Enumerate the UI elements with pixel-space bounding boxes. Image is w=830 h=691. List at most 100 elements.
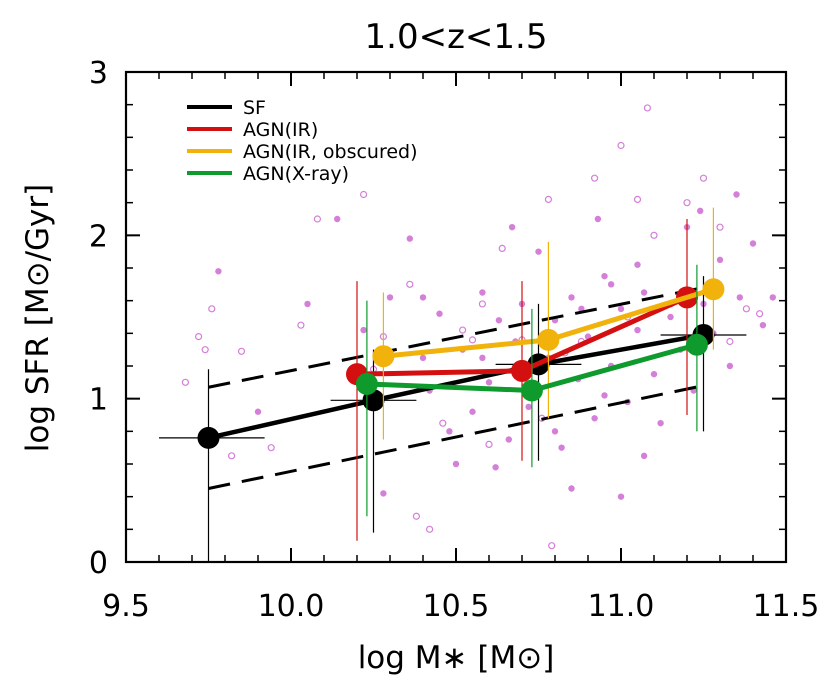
y-tick-label: 0 [89,546,108,581]
background-point-filled [617,493,625,500]
background-point-filled [650,370,658,378]
background-point-open [590,174,599,182]
background-point-filled [334,215,341,223]
background-point-filled [749,240,757,247]
background-point-open [485,440,493,448]
background-point-open [742,305,751,313]
background-point-open [208,305,216,313]
background-point-open [195,333,203,341]
background-point-open [617,141,625,150]
background-point-open [478,300,486,308]
background-point-filled [617,305,625,313]
data-point [702,278,725,301]
legend-label: AGN(IR) [243,119,318,141]
series-3 [355,264,708,517]
axis-ticks: 9.5 10.0 10.5 11.0 11.5 0 1 2 3 [89,56,819,624]
dashed-reference-line [208,286,704,389]
background-point-open [201,346,209,354]
dashed-lines [208,286,704,490]
background-point-open [755,310,764,318]
data-point [537,328,560,351]
legend-label: SF [243,97,266,119]
series-0 [159,276,747,562]
legend-label: AGN(IR, obscured) [243,141,418,163]
background-point-filled [697,207,704,215]
background-point-filled [479,354,486,362]
background-point-filled [492,464,499,471]
background-point-filled [535,248,542,255]
background-point-filled [508,223,516,231]
background-point-filled [733,191,740,198]
background-point-filled [726,362,734,370]
background-point-filled [505,436,512,443]
x-axis-title: log M∗ [M⊙] [358,640,555,676]
data-point [511,359,533,382]
background-point-filled [657,419,664,427]
background-point-filled [485,379,493,386]
background-point-filled [419,294,427,301]
background-point-filled [640,289,648,296]
background-point-open [548,542,556,550]
background-point-filled [436,310,443,317]
background-point-open [297,321,305,329]
background-point-filled [591,415,598,422]
data-point [520,379,543,402]
background-point-open [426,525,434,533]
background-point-filled [360,326,367,334]
background-point-open [643,104,652,112]
y-tick-label: 2 [89,219,108,254]
background-point-filled [419,354,427,362]
background-point-filled [304,300,311,308]
background-point-filled [667,313,674,321]
background-point-open [313,215,321,223]
data-point [355,372,378,395]
dashed-reference-line [208,384,704,490]
background-point-filled [716,256,724,264]
background-point-filled [769,294,776,301]
background-points [181,104,776,550]
background-point-open [439,419,447,427]
background-point-open [650,231,658,239]
background-point-filled [634,261,641,268]
background-point-filled [525,403,532,411]
x-tick-label: 11.0 [588,589,655,624]
series-1 [346,219,698,541]
background-point-filled [558,444,565,451]
background-point-open [406,280,414,288]
background-point-filled [406,235,413,242]
background-point-filled [479,289,486,296]
background-point-open [459,326,467,334]
background-point-filled [446,428,453,435]
background-point-filled [601,272,608,280]
background-point-open [237,347,246,355]
background-point-filled [215,268,222,275]
background-point-filled [736,294,743,301]
background-point-open [633,195,642,203]
background-point-filled [380,490,387,497]
background-point-open [228,452,236,460]
background-point-open [683,199,691,207]
background-point-filled [495,317,503,324]
background-point-filled [568,294,575,301]
background-point-open [468,336,477,344]
series-2 [372,207,725,440]
background-point-open [412,512,420,520]
background-point-filled [469,408,476,415]
series-line [208,332,704,441]
background-point-open [181,378,189,386]
x-tick-label: 10.0 [258,589,325,624]
background-point-open [498,244,506,252]
background-point-open [726,337,734,346]
y-tick-label: 1 [89,383,108,418]
background-point-filled [254,408,262,415]
series-layer [159,207,747,562]
background-point-filled [759,321,767,329]
background-point-open [360,190,368,199]
background-point-open [267,444,275,452]
background-point-open [716,223,724,231]
data-point [372,345,395,368]
background-point-filled [640,452,648,460]
background-point-filled [594,215,602,223]
